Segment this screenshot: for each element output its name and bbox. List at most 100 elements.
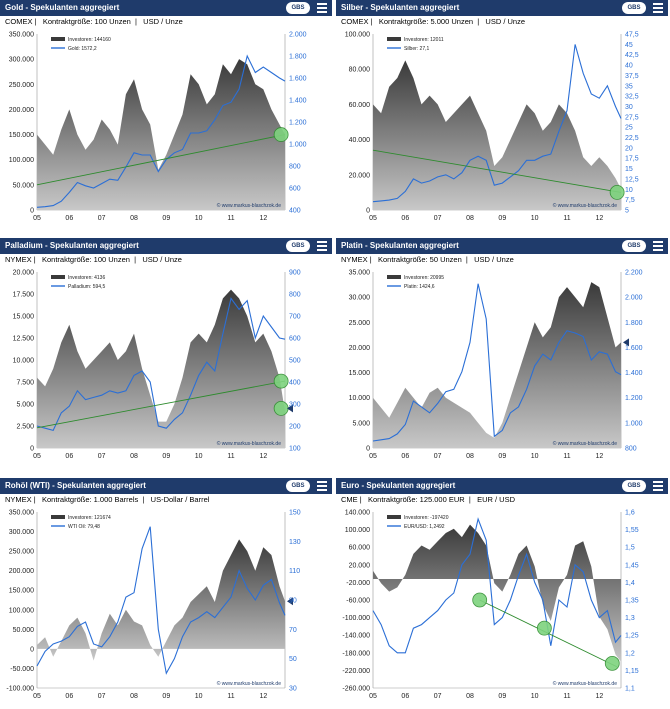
x-tick-label: 08 — [130, 693, 138, 700]
x-tick-label: 06 — [401, 215, 409, 222]
contract-size: Kontraktgröße: 100 Unzen — [42, 17, 131, 26]
left-tick-label: 250.000 — [9, 82, 34, 89]
unit: USD / Unze — [474, 255, 514, 264]
trend-line — [372, 149, 622, 193]
left-tick-label: 20.000 — [349, 345, 371, 352]
investors-area — [373, 60, 621, 211]
exchange: COMEX — [341, 17, 369, 26]
price-line — [36, 54, 286, 208]
x-tick-label: 07 — [98, 693, 106, 700]
footer-credit: © www.markus-blaschzok.de — [217, 440, 281, 447]
left-tick-label: 0 — [30, 646, 34, 653]
highlight-circle — [273, 373, 289, 389]
marker-arrow-icon — [287, 597, 293, 606]
right-tick-label: 22,5 — [625, 135, 639, 142]
left-tick-label: 0 — [30, 208, 34, 215]
right-tick-label: 47,5 — [625, 32, 639, 39]
left-tick-label: 15.000 — [349, 370, 371, 377]
investors-area — [37, 539, 285, 661]
right-tick-label: 130 — [289, 539, 301, 546]
legend-investors: Investoren: -197420 — [404, 515, 449, 521]
right-tick-label: 1,45 — [625, 562, 639, 569]
chart-panel-euro: Euro - Spekulanten aggregiert GBS CME | … — [336, 478, 668, 709]
right-tick-label: 200 — [289, 424, 301, 431]
x-tick-label: 12 — [259, 693, 267, 700]
logo: GBS — [286, 240, 310, 252]
highlight-circle — [273, 127, 289, 142]
left-tick-label: 350.000 — [9, 32, 34, 39]
legend-price: Gold: 1572,2 — [68, 46, 97, 52]
exchange: NYMEX — [341, 255, 368, 264]
left-tick-label: 0 — [366, 208, 370, 215]
footer-credit: © www.markus-blaschzok.de — [553, 680, 617, 687]
investors-area — [37, 289, 285, 448]
x-tick-label: 06 — [401, 693, 409, 700]
legend-price: WTI Oil: 79,48 — [68, 524, 100, 530]
legend-swatch-investors — [387, 37, 401, 41]
left-tick-label: 20.000 — [349, 172, 371, 179]
chart-panel-crude-oil: Rohöl (WTI) - Spekulanten aggregiert GBS… — [0, 478, 332, 709]
x-tick-label: 06 — [65, 693, 73, 700]
contract-size: Kontraktgröße: 125.000 EUR — [367, 495, 465, 504]
panel-header: Platin - Spekulanten aggregiert GBS — [336, 238, 668, 254]
right-tick-label: 400 — [289, 380, 301, 387]
right-tick-label: 50 — [289, 656, 297, 663]
right-tick-label: 1.600 — [625, 345, 643, 352]
x-tick-label: 11 — [563, 453, 570, 460]
exchange: NYMEX — [5, 255, 32, 264]
footer-credit: © www.markus-blaschzok.de — [553, 202, 617, 209]
right-tick-label: 1,15 — [625, 668, 639, 675]
legend-swatch-investors — [387, 275, 401, 279]
logo-lines-icon — [653, 2, 663, 14]
panel-title: Palladium - Spekulanten aggregiert — [5, 241, 139, 250]
left-tick-label: 7.500 — [16, 380, 34, 387]
x-tick-label: 05 — [369, 453, 377, 460]
chart-panel-gold: Gold - Spekulanten aggregiert GBS COMEX … — [0, 0, 332, 231]
left-tick-label: 20.000 — [13, 270, 35, 277]
chart-svg: 0 50.000 100.000 150.000 200.000 250.000 300.0… — [9, 32, 307, 223]
investors-area — [37, 59, 285, 210]
right-tick-label: 150 — [289, 510, 301, 517]
unit: USD / Unze — [143, 17, 183, 26]
right-tick-label: 37,5 — [625, 73, 639, 80]
x-tick-label: 10 — [531, 453, 539, 460]
right-tick-label: 25 — [625, 125, 633, 132]
panel-subtitle: COMEX | Kontraktgröße: 5.000 Unzen | USD… — [341, 17, 526, 26]
x-tick-label: 09 — [498, 693, 506, 700]
left-tick-label: 50.000 — [13, 182, 35, 189]
x-tick-label: 05 — [33, 693, 41, 700]
right-tick-label: 800 — [625, 446, 637, 453]
chart-svg: 0 20.000 40.000 60.000 80.000 100.000 5 7,5 10 12… — [345, 32, 639, 223]
right-tick-label: 1,55 — [625, 527, 639, 534]
left-tick-label: 350.000 — [9, 510, 34, 517]
left-tick-label: 5.000 — [352, 420, 370, 427]
left-tick-label: 20.000 — [349, 562, 371, 569]
right-tick-label: 1,3 — [625, 615, 635, 622]
right-tick-label: 2.000 — [625, 295, 643, 302]
left-tick-label: 40.000 — [349, 137, 371, 144]
left-tick-label: 300.000 — [9, 57, 34, 64]
left-tick-label: 200.000 — [9, 568, 34, 575]
exchange: CME — [341, 495, 358, 504]
right-tick-label: 5 — [625, 208, 629, 215]
footer-credit: © www.markus-blaschzok.de — [553, 440, 617, 447]
marker-arrow-icon — [287, 404, 293, 413]
logo-lines-icon — [317, 480, 327, 492]
left-tick-label: 12.500 — [13, 336, 35, 343]
right-tick-label: 110 — [289, 568, 300, 575]
left-tick-label: 100.000 — [9, 157, 34, 164]
contract-size: Kontraktgröße: 1.000 Barrels — [41, 495, 139, 504]
chart-svg: 0 5.000 10.000 15.000 20.000 25.000 30.000 35.0… — [349, 270, 643, 461]
left-tick-label: 2.500 — [16, 424, 34, 431]
left-tick-label: 35.000 — [349, 270, 371, 277]
legend-investors: Investoren: 12011 — [404, 37, 444, 43]
investors-area — [373, 282, 621, 448]
legend-price: Palladium: 594,5 — [68, 284, 105, 290]
panel-subtitle: NYMEX | Kontraktgröße: 50 Unzen | USD / … — [341, 255, 514, 264]
right-tick-label: 100 — [289, 446, 301, 453]
panel-header: Palladium - Spekulanten aggregiert GBS — [0, 238, 332, 254]
left-tick-label: -220.000 — [342, 668, 370, 675]
right-tick-label: 70 — [289, 627, 297, 634]
x-tick-label: 06 — [65, 453, 73, 460]
left-tick-label: 50.000 — [13, 627, 35, 634]
